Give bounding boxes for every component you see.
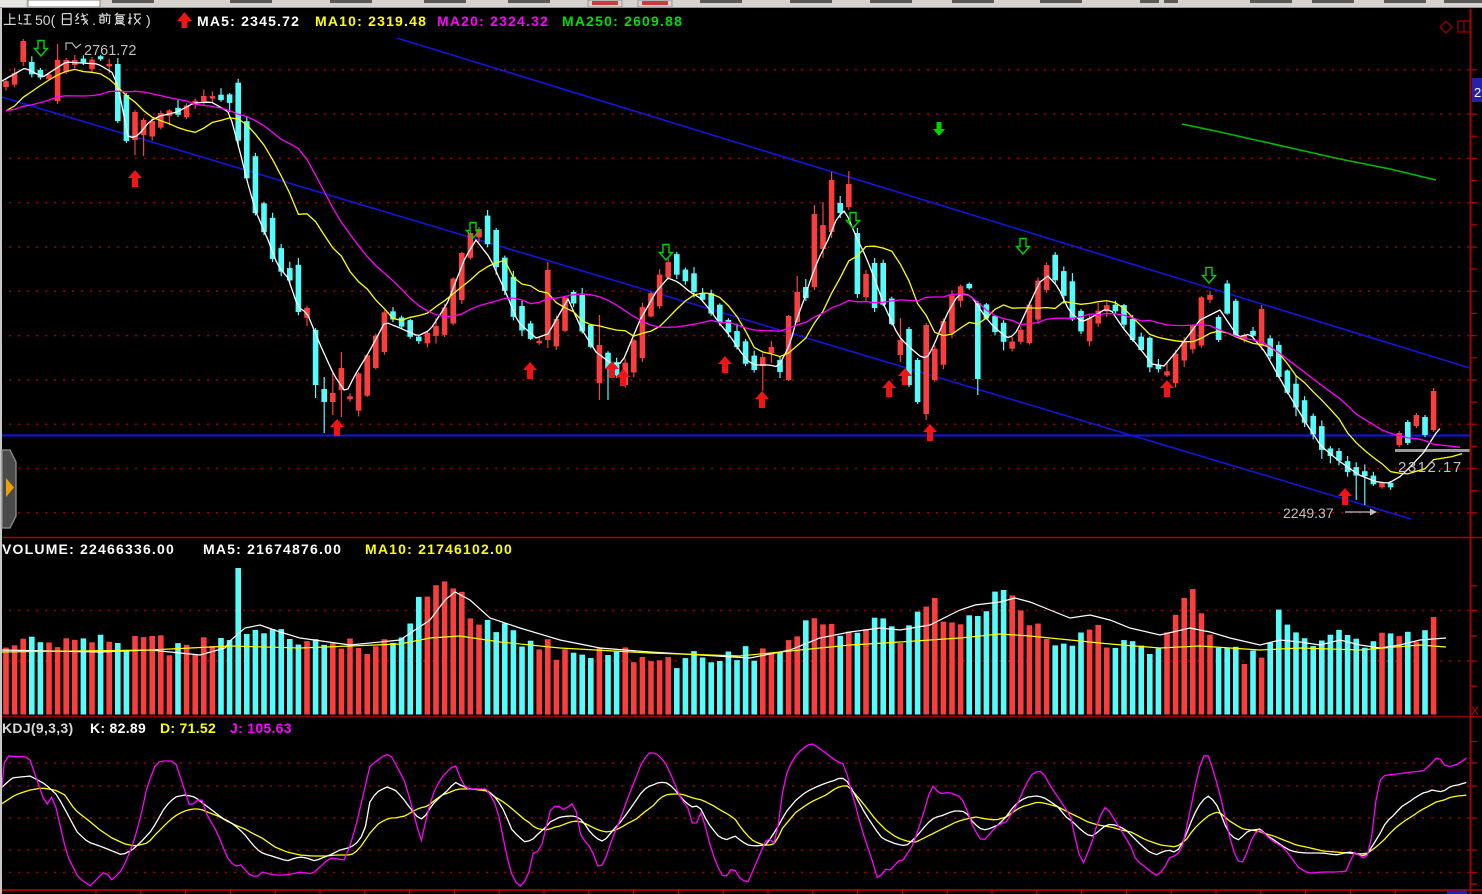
svg-text:MA5: 2345.72: MA5: 2345.72 bbox=[197, 13, 300, 29]
svg-text:J: 105.63: J: 105.63 bbox=[230, 720, 292, 736]
svg-text:MA10: 21746102.00: MA10: 21746102.00 bbox=[365, 541, 513, 557]
svg-text:X: X bbox=[1471, 704, 1479, 718]
svg-text:2312.17: 2312.17 bbox=[1398, 459, 1463, 476]
svg-text:D: 71.52: D: 71.52 bbox=[160, 720, 216, 736]
svg-text:2249.37: 2249.37 bbox=[1283, 505, 1334, 521]
svg-text:VOLUME: 22466336.00: VOLUME: 22466336.00 bbox=[2, 541, 175, 557]
svg-text:MA20: 2324.32: MA20: 2324.32 bbox=[437, 13, 549, 29]
svg-text:MA250: 2609.88: MA250: 2609.88 bbox=[562, 13, 683, 29]
svg-text:.: . bbox=[92, 12, 96, 28]
svg-text:): ) bbox=[146, 12, 151, 28]
svg-text:K: 82.89: K: 82.89 bbox=[90, 720, 146, 736]
svg-text:MA10: 2319.48: MA10: 2319.48 bbox=[315, 13, 427, 29]
svg-text:KDJ(9,3,3): KDJ(9,3,3) bbox=[2, 720, 73, 736]
svg-text:MA5: 21674876.00: MA5: 21674876.00 bbox=[203, 541, 342, 557]
svg-text:2761.72: 2761.72 bbox=[84, 43, 136, 59]
svg-text:50(: 50( bbox=[35, 12, 56, 28]
svg-text:2: 2 bbox=[1474, 85, 1481, 100]
